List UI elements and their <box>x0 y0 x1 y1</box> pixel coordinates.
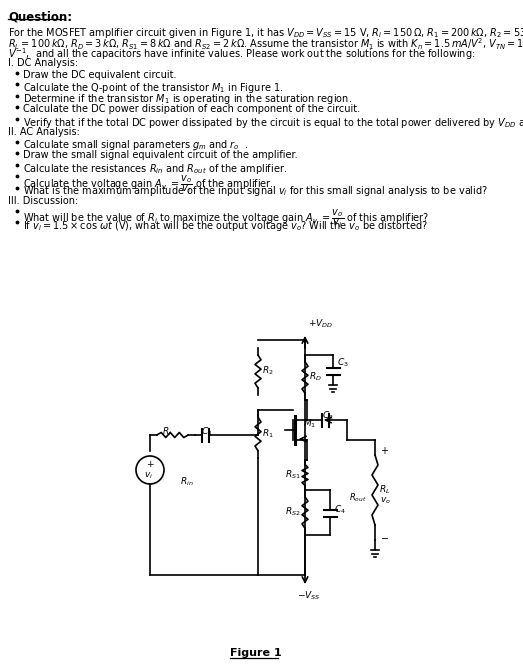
Text: $R_i$: $R_i$ <box>162 426 172 438</box>
Text: $R_{in}$: $R_{in}$ <box>180 475 194 487</box>
Text: Draw the small signal equivalent circuit of the amplifier.: Draw the small signal equivalent circuit… <box>23 150 298 160</box>
Text: Calculate the voltage gain $A_v\ =\dfrac{v_o}{v_i}$ of the amplifier.: Calculate the voltage gain $A_v\ =\dfrac… <box>23 173 274 196</box>
Text: What will be the value of $R_i$ to maximize the voltage gain $A_v\ =\dfrac{v_o}{: What will be the value of $R_i$ to maxim… <box>23 207 429 230</box>
Text: $-$: $-$ <box>380 532 389 542</box>
Text: $C_4$: $C_4$ <box>334 504 346 516</box>
Text: III. Discussion:: III. Discussion: <box>8 196 78 206</box>
Text: Verify that if the total DC power dissipated by the circuit is equal to the tota: Verify that if the total DC power dissip… <box>23 116 523 130</box>
Text: For the MOSFET amplifier circuit given in Figure 1, it has $V_{DD}=V_{SS}=15$ V,: For the MOSFET amplifier circuit given i… <box>8 26 523 40</box>
Text: $C_3$: $C_3$ <box>337 356 349 369</box>
Text: $R_{S1}$: $R_{S1}$ <box>285 469 301 481</box>
Text: $v_i$: $v_i$ <box>144 471 153 481</box>
Text: Figure 1: Figure 1 <box>230 648 281 658</box>
Text: $R_1$: $R_1$ <box>262 428 274 440</box>
Text: $+$: $+$ <box>380 445 389 456</box>
Text: What is the maximum amplitude of the input signal $v_i$ for this small signal an: What is the maximum amplitude of the inp… <box>23 184 488 198</box>
Text: $+$: $+$ <box>146 459 155 469</box>
Text: $R_{out}$: $R_{out}$ <box>349 491 367 504</box>
Text: Calculate the resistances $R_{in}$ and $R_{out}$ of the amplifier.: Calculate the resistances $R_{in}$ and $… <box>23 162 287 176</box>
Text: $v_o$: $v_o$ <box>380 495 391 505</box>
Text: $R_{S2}$: $R_{S2}$ <box>285 506 301 518</box>
Text: $R_L=100\,k\Omega$, $R_D=3\,k\Omega$, $R_{S1}=8\,k\Omega$ and $R_{S2}=2\,k\Omega: $R_L=100\,k\Omega$, $R_D=3\,k\Omega$, $R… <box>8 36 523 52</box>
Text: Draw the DC equivalent circuit.: Draw the DC equivalent circuit. <box>23 70 176 80</box>
Text: $C_2$: $C_2$ <box>322 410 334 422</box>
Text: $V^{-1}$,  and all the capacitors have infinite values. Please work out the solu: $V^{-1}$, and all the capacitors have in… <box>8 46 475 62</box>
Text: Calculate the DC power dissipation of each component of the circuit.: Calculate the DC power dissipation of ea… <box>23 104 360 114</box>
Text: Determine if the transistor $M_1$ is operating in the saturation region.: Determine if the transistor $M_1$ is ope… <box>23 92 352 106</box>
Text: $+V_{DD}$: $+V_{DD}$ <box>308 317 333 330</box>
Text: I. DC Analysis:: I. DC Analysis: <box>8 58 78 68</box>
Text: Question:: Question: <box>8 10 72 23</box>
Text: Calculate the Q-point of the transistor $M_1$ in Figure 1.: Calculate the Q-point of the transistor … <box>23 81 283 95</box>
Text: If $v_i=1.5\times\cos\,\omega t$ (V), what will be the output voltage $v_o$? Wil: If $v_i=1.5\times\cos\,\omega t$ (V), wh… <box>23 219 428 233</box>
Text: $R_D$: $R_D$ <box>309 371 322 383</box>
Text: $-V_{SS}$: $-V_{SS}$ <box>297 590 321 602</box>
Text: $R_L$: $R_L$ <box>379 483 391 496</box>
Text: II. AC Analysis:: II. AC Analysis: <box>8 127 80 137</box>
Text: $R_2$: $R_2$ <box>262 364 274 377</box>
Text: Calculate small signal parameters $g_m$ and $r_o$  .: Calculate small signal parameters $g_m$ … <box>23 138 248 152</box>
Text: $C_1$: $C_1$ <box>201 426 213 438</box>
Text: $M_1$: $M_1$ <box>303 418 316 430</box>
